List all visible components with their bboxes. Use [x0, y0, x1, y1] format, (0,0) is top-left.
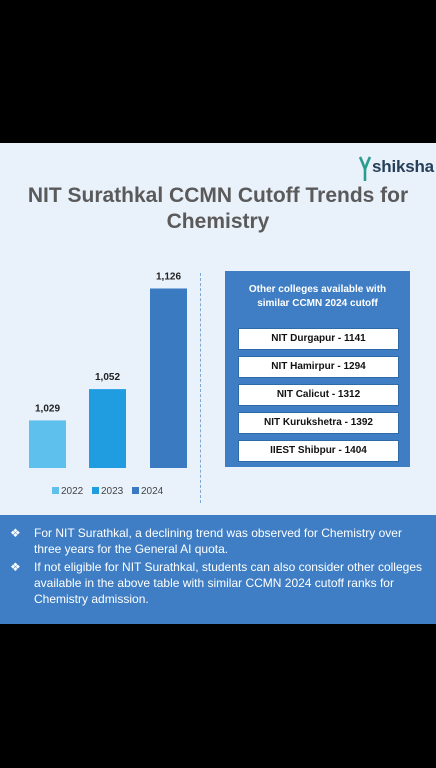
- bar-2024: [150, 288, 187, 468]
- legend-label: 2024: [141, 486, 164, 497]
- legend-label: 2023: [101, 486, 124, 497]
- note-text: If not eligible for NIT Surathkal, stude…: [34, 560, 422, 606]
- college-row: NIT Kurukshetra - 1392: [238, 412, 399, 434]
- college-row: NIT Hamirpur - 1294: [238, 356, 399, 378]
- page-title: NIT Surathkal CCMN Cutoff Trends for Che…: [10, 183, 426, 235]
- bar-value-label: 1,052: [95, 372, 120, 383]
- diamond-bullet-icon: ❖: [10, 526, 21, 540]
- chart-divider: [200, 273, 201, 503]
- panel-heading: Other colleges available with similar CC…: [233, 283, 402, 311]
- college-row: IIEST Shibpur - 1404: [238, 440, 399, 462]
- infographic-card: shiksha NIT Surathkal CCMN Cutoff Trends…: [0, 143, 436, 624]
- legend-swatch: [132, 487, 139, 494]
- legend-swatch: [92, 487, 99, 494]
- bar-value-label: 1,029: [35, 403, 60, 414]
- notes-section: ❖ For NIT Surathkal, a declining trend w…: [0, 515, 436, 624]
- note-text: For NIT Surathkal, a declining trend was…: [34, 526, 402, 556]
- panel-heading-line-1: Other colleges available with: [248, 284, 387, 295]
- legend-swatch: [52, 487, 59, 494]
- title-line-2: Chemistry: [166, 210, 270, 233]
- legend-label: 2022: [61, 486, 84, 497]
- college-row: NIT Durgapur - 1141: [238, 328, 399, 350]
- cutoff-bar-chart: 1,029 1,052 1,126 2022 2023 2024: [29, 271, 187, 497]
- college-row: NIT Calicut - 1312: [238, 384, 399, 406]
- other-colleges-panel: Other colleges available with similar CC…: [225, 271, 410, 467]
- diamond-bullet-icon: ❖: [10, 560, 21, 574]
- panel-heading-line-2: similar CCMN 2024 cutoff: [257, 298, 378, 309]
- bar-value-label: 1,126: [156, 271, 181, 282]
- bar-2023: [89, 389, 126, 468]
- title-line-1: NIT Surathkal CCMN Cutoff Trends for: [27, 184, 409, 207]
- shiksha-logo-icon: [358, 156, 372, 181]
- brand-name: shiksha: [372, 157, 434, 176]
- bar-2022: [29, 420, 66, 468]
